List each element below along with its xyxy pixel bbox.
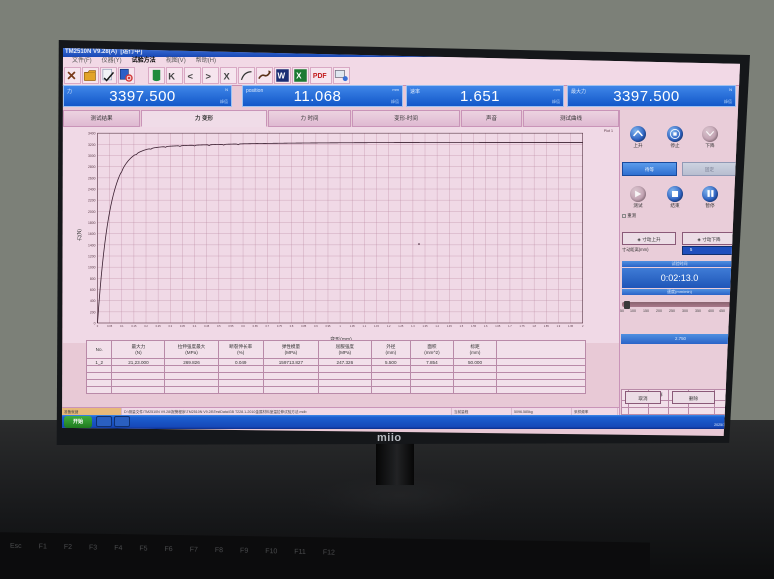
svg-text:0.8: 0.8	[290, 324, 294, 328]
svg-text:X: X	[296, 72, 302, 81]
svg-text:200: 200	[90, 310, 96, 314]
svg-text:1.35: 1.35	[422, 324, 428, 328]
svg-text:0.35: 0.35	[180, 324, 186, 328]
svg-text:0.05: 0.05	[107, 324, 113, 328]
svg-text:✕: ✕	[66, 69, 76, 83]
svg-text:400: 400	[90, 299, 96, 303]
svg-text:PDF: PDF	[313, 73, 327, 80]
svg-text:1.2: 1.2	[387, 324, 391, 328]
svg-text:X: X	[224, 71, 231, 81]
svg-text:1000: 1000	[88, 266, 96, 270]
svg-text:0.1: 0.1	[120, 324, 124, 328]
svg-text:<: <	[188, 71, 194, 81]
svg-text:1.55: 1.55	[471, 324, 477, 328]
svg-text:1200: 1200	[88, 255, 96, 259]
svg-text:0.45: 0.45	[204, 324, 210, 328]
svg-text:0.75: 0.75	[277, 324, 283, 328]
svg-text:0.55: 0.55	[228, 324, 234, 328]
svg-text:1.25: 1.25	[398, 324, 404, 328]
svg-text:W: W	[278, 72, 286, 81]
svg-text:1800: 1800	[88, 221, 96, 225]
svg-text:0.3: 0.3	[168, 324, 172, 328]
svg-text:1.15: 1.15	[374, 324, 380, 328]
svg-text:2600: 2600	[88, 176, 96, 180]
svg-text:1.65: 1.65	[495, 324, 501, 328]
svg-text:0.4: 0.4	[193, 324, 197, 328]
svg-text:1.9: 1.9	[557, 324, 561, 328]
svg-text:>: >	[206, 71, 212, 81]
svg-text:0.5: 0.5	[217, 324, 221, 328]
svg-text:K: K	[168, 71, 175, 81]
svg-text:600: 600	[90, 288, 96, 292]
svg-text:0.65: 0.65	[253, 324, 259, 328]
svg-text:1.1: 1.1	[363, 324, 367, 328]
svg-text:0.2: 0.2	[144, 324, 148, 328]
svg-text:1.4: 1.4	[435, 324, 439, 328]
svg-text:1.8: 1.8	[532, 324, 536, 328]
svg-text:0.25: 0.25	[156, 324, 162, 328]
svg-text:1.3: 1.3	[411, 324, 415, 328]
svg-text:0.9: 0.9	[314, 324, 318, 328]
svg-text:0.95: 0.95	[325, 324, 331, 328]
svg-text:2200: 2200	[88, 199, 96, 203]
svg-text:3400: 3400	[88, 132, 96, 136]
svg-text:3200: 3200	[88, 143, 96, 147]
svg-text:1.75: 1.75	[520, 324, 526, 328]
svg-text:1: 1	[339, 324, 341, 328]
svg-text:3000: 3000	[88, 154, 96, 158]
svg-text:1.5: 1.5	[460, 324, 464, 328]
svg-text:1.95: 1.95	[568, 324, 574, 328]
svg-text:0: 0	[94, 322, 96, 326]
svg-text:1.85: 1.85	[544, 324, 550, 328]
svg-text:2: 2	[582, 324, 584, 328]
svg-text:0.6: 0.6	[241, 324, 245, 328]
svg-text:0.15: 0.15	[131, 324, 137, 328]
svg-text:1.05: 1.05	[350, 324, 356, 328]
svg-text:1.7: 1.7	[508, 324, 512, 328]
svg-text:1400: 1400	[88, 243, 96, 247]
svg-text:1.45: 1.45	[447, 324, 453, 328]
svg-text:800: 800	[90, 277, 96, 281]
svg-text:2000: 2000	[88, 210, 96, 214]
svg-text:1600: 1600	[88, 232, 96, 236]
svg-text:0.7: 0.7	[266, 324, 270, 328]
svg-text:1.6: 1.6	[484, 324, 488, 328]
svg-text:0.85: 0.85	[301, 324, 307, 328]
svg-text:2400: 2400	[88, 188, 96, 192]
svg-text:2800: 2800	[88, 165, 96, 169]
svg-text:0: 0	[97, 324, 99, 328]
